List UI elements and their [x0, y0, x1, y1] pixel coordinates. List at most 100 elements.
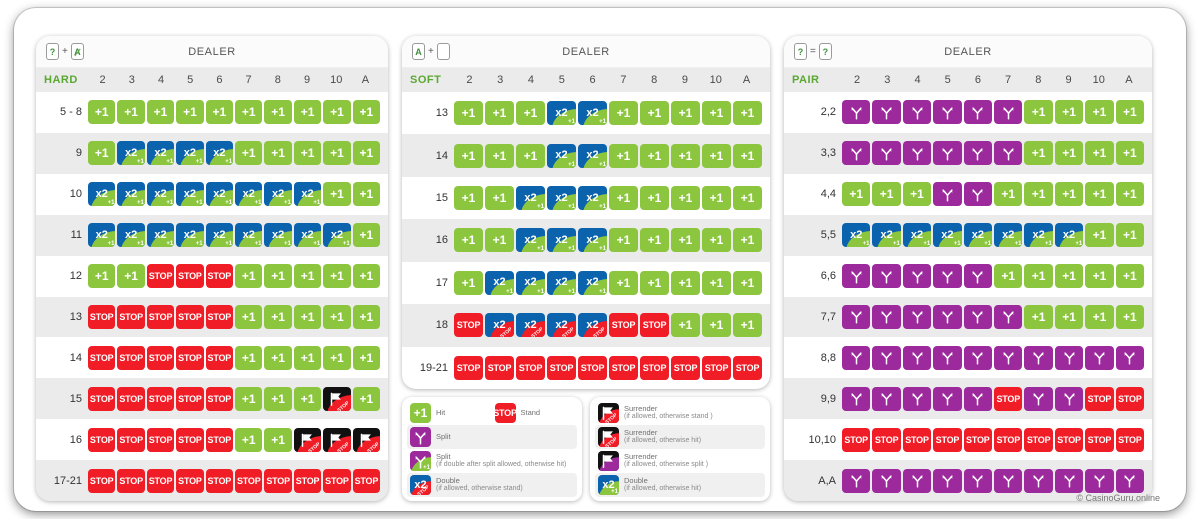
cell-stand: STOP: [117, 345, 145, 370]
cell-stand: STOP: [733, 355, 762, 380]
cell-hit: +1: [235, 304, 263, 329]
split-fork-icon: [1094, 352, 1105, 365]
cell-split: [994, 345, 1023, 370]
cell-stand: STOP: [205, 386, 234, 411]
cell-split: [933, 304, 962, 329]
operator-icon: +: [428, 46, 434, 57]
surrender-flag-icon: [602, 454, 613, 468]
column-head-list-hard: 2 3 4 5 6 7 8 9 10 A: [88, 74, 380, 86]
operator-icon: =: [810, 46, 816, 57]
cell-hit: +1: [264, 345, 292, 370]
cell-split: [963, 100, 993, 125]
split-fork-icon: [942, 107, 953, 120]
row-label: 9,9: [820, 392, 836, 405]
cell-hit: +1: [235, 141, 263, 166]
double-label: x2: [301, 228, 314, 241]
cell-hit: +1: [1085, 304, 1114, 329]
cell-double-hit: x2 +1: [516, 186, 545, 211]
column-head-10: 10: [1092, 74, 1105, 86]
row-label: A,A: [818, 474, 836, 487]
legend-text: Double (if allowed, otherwise hit): [624, 476, 701, 494]
cell-hit: +1: [323, 304, 351, 329]
legend-title: Stand: [520, 407, 541, 417]
split-fork-icon: [911, 107, 923, 120]
legend-entry-hit: +1 Hit: [410, 403, 490, 423]
corner-tag: +1: [537, 246, 544, 253]
cell-double-hit: x2 +1: [235, 223, 263, 248]
cell-hit: +1: [1115, 100, 1145, 125]
cell-hit: +1: [454, 270, 483, 295]
legend-title: Surrender: [624, 451, 658, 461]
cell-stand: STOP: [994, 386, 1023, 411]
split-fork-icon: [851, 107, 862, 120]
cell-split: [842, 386, 871, 411]
column-head-6: 6: [216, 74, 223, 86]
row-label: 17-21: [53, 474, 82, 487]
cell-stand: STOP: [1115, 427, 1145, 452]
cell-split: [963, 468, 993, 493]
cell-hit: +1: [117, 264, 145, 289]
legend-title: Double: [436, 475, 460, 485]
board-pair-column-headers: PAIR 2 3 4 5 6 7 8 9 10 A: [784, 68, 1152, 92]
cell-split: [1115, 345, 1145, 370]
row-cells: +1 +1 +1 x2 +1 x2 +1 +1 +1 +1 +1 +1: [454, 143, 762, 168]
cell-hit: +1: [264, 427, 292, 452]
cell-hit: +1: [176, 100, 204, 125]
cell-split: [933, 345, 962, 370]
cell-hit: +1: [454, 101, 483, 126]
legend-row: STOP Surrender (if allowed, otherwise stan…: [595, 401, 765, 425]
row-cells: STOP STOP STOP STOP STOP +1 +1 +1 +1 +1: [88, 304, 381, 329]
cell-surrender-hit: STOP: [323, 386, 351, 411]
corner-tag: +1: [568, 204, 575, 211]
cell-double-hit: x2 +1: [547, 186, 576, 211]
double-label: x2: [213, 187, 226, 200]
cell-stand: STOP: [963, 427, 993, 452]
cell-stand: STOP: [176, 264, 204, 289]
cell-hit: +1: [994, 182, 1023, 207]
double-label: x2: [941, 228, 954, 241]
corner-tag: +1: [136, 159, 144, 166]
cell-hit: +1: [609, 186, 638, 211]
cell-hit: +1: [1085, 223, 1114, 248]
cell-hit: +1: [842, 182, 871, 207]
cell-hit: +1: [671, 270, 700, 295]
cell-hit: +1: [640, 143, 669, 168]
cell-hit: +1: [293, 386, 322, 411]
legend-row: STOP Surrender (if allowed, otherwise hit): [595, 425, 765, 449]
corner-tag: +1: [953, 241, 961, 248]
table-row: 10 x2 +1 x2 +1 x2 +1 x2 +1 x2 +1 x2 +1 x2 +1 x2 +1 +1 +1: [36, 174, 388, 215]
cell-stand: STOP: [1085, 386, 1114, 411]
split-fork-icon: [851, 148, 862, 161]
corner-tag: +1: [254, 241, 262, 248]
double-label: x2: [555, 233, 568, 246]
double-label: x2: [154, 187, 167, 200]
legend-title: Surrender: [624, 403, 658, 413]
cell-double-hit: x2 +1: [578, 186, 607, 211]
split-fork-icon: [851, 475, 862, 488]
column-head-3: 3: [884, 74, 891, 86]
cell-double-hit: x2 +1: [205, 223, 234, 248]
row-cells: x2 +1 x2 +1 x2 +1 x2 +1 x2 +1 x2 +1 x2 +1 x2 +1 +1 +1: [842, 223, 1145, 248]
split-fork-icon: [972, 393, 983, 406]
cell-stand: STOP: [88, 386, 116, 411]
row-label: 18: [435, 319, 448, 332]
double-label: x2: [586, 276, 599, 289]
cell-stand: STOP: [640, 313, 669, 338]
cell-split: [933, 182, 962, 207]
split-fork-icon: [881, 270, 892, 284]
legend-title: Split: [436, 431, 451, 441]
column-head-A: A: [1125, 74, 1133, 86]
cell-double-hit: x2 +1: [516, 270, 545, 295]
table-row: 2,2 +1 +1 +1 +1: [784, 92, 1152, 133]
cell-hit: +1: [352, 141, 381, 166]
split-fork-icon: [1033, 475, 1044, 488]
column-head-4: 4: [527, 74, 535, 86]
double-label: x2: [910, 228, 924, 241]
legend-subtitle: (if double after split allowed, otherwis…: [436, 461, 567, 469]
corner-tag: +1: [166, 159, 174, 166]
cell-hit: +1: [485, 228, 514, 253]
dealer-label: DEALER: [944, 45, 992, 58]
double-label: x2: [524, 233, 537, 246]
cell-stand: STOP: [454, 355, 483, 380]
corner-tag: +1: [506, 288, 513, 295]
